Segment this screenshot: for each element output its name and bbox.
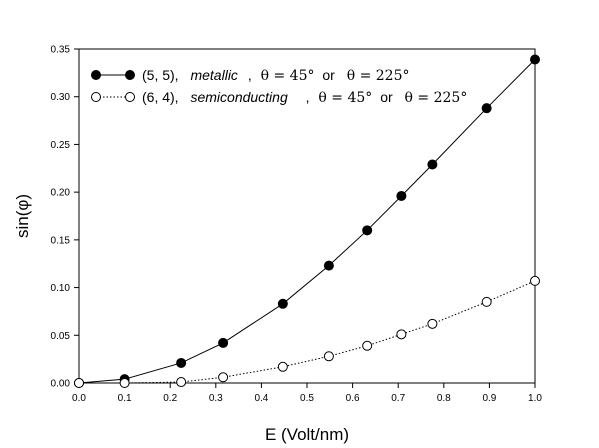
x-tick-label: 0.1 — [118, 393, 132, 404]
legend-or-2: or — [380, 89, 393, 105]
data-point-2 — [218, 372, 229, 383]
data-point-2 — [323, 351, 334, 362]
x-tick-label: 1.0 — [528, 393, 542, 404]
legend-marker-1b — [125, 70, 135, 80]
x-tick-label: 0.6 — [346, 393, 360, 404]
legend-marker-2a — [91, 92, 101, 102]
x-axis: 0.0 0.1 0.2 0.3 0.4 0.5 0.6 0.7 0.8 0.9 1.0 — [72, 383, 542, 404]
data-point-1 — [481, 103, 492, 114]
y-tick-label: 0.20 — [51, 188, 71, 199]
y-tick-label: 0.10 — [51, 283, 71, 294]
legend-or-1: or — [322, 67, 335, 83]
y-tick-label: 0.30 — [51, 92, 71, 103]
x-tick-label: 0.2 — [163, 393, 177, 404]
legend-marker-2b — [125, 92, 135, 102]
series-line-1 — [78, 59, 536, 384]
legend-entry-1: (5, 5), metallic , θ = 45° or θ = 225° — [91, 67, 410, 84]
x-tick-label: 0.8 — [437, 393, 451, 404]
data-point-1 — [218, 337, 229, 348]
x-axis-title: E (Volt/nm) — [265, 425, 349, 444]
legend-sep-2: , — [306, 89, 310, 105]
data-point-2 — [427, 318, 438, 329]
y-tick-label: 0.25 — [51, 140, 71, 151]
data-point-1 — [396, 190, 407, 201]
data-point-2 — [362, 340, 373, 351]
data-point-2 — [119, 378, 130, 388]
legend-theta1-2: θ = 45° — [318, 90, 372, 106]
data-point-2 — [481, 296, 492, 307]
y-tick-label: 0.15 — [51, 235, 71, 246]
legend-type-1: metallic — [190, 67, 237, 83]
y-axis: 0.00 0.05 0.10 0.15 0.20 0.25 0.30 0.35 — [51, 45, 79, 390]
data-point-1 — [362, 225, 373, 236]
data-point-1 — [277, 298, 288, 309]
legend-tube-2: (6, 4), — [142, 89, 179, 105]
data-point-2 — [277, 361, 288, 372]
legend-marker-1a — [91, 70, 101, 80]
data-point-1 — [176, 357, 187, 368]
x-tick-label: 0.9 — [482, 393, 496, 404]
data-point-2 — [396, 329, 407, 340]
data-point-1 — [323, 260, 334, 271]
data-point-2 — [74, 378, 84, 388]
series-line-2 — [79, 280, 536, 384]
legend-entry-2: (6, 4), semiconducting , θ = 45° or θ = … — [91, 89, 467, 106]
legend-sep-1: , — [248, 67, 252, 83]
y-axis-title: sin(φ) — [13, 194, 32, 238]
x-tick-label: 0.0 — [72, 393, 86, 404]
y-tick-label: 0.35 — [51, 45, 71, 56]
data-point-2 — [176, 377, 187, 388]
legend-label-1: (5, 5), metallic , θ = 45° or θ = 225° — [142, 67, 410, 84]
y-tick-label: 0.00 — [51, 379, 71, 390]
legend-theta1-1: θ = 45° — [261, 68, 315, 84]
legend: (5, 5), metallic , θ = 45° or θ = 225° (… — [91, 67, 467, 106]
data-point-2 — [530, 275, 540, 286]
x-tick-label: 0.4 — [254, 393, 268, 404]
legend-tube-1: (5, 5), — [142, 67, 179, 83]
data-point-1 — [530, 54, 540, 65]
x-tick-label: 0.3 — [209, 393, 223, 404]
series-layer — [74, 54, 540, 388]
x-tick-label: 0.5 — [300, 393, 314, 404]
x-tick-label: 0.7 — [391, 393, 405, 404]
legend-theta2-1: θ = 225° — [347, 68, 410, 84]
legend-label-2: (6, 4), semiconducting , θ = 45° or θ = … — [142, 89, 467, 106]
legend-theta2-2: θ = 225° — [405, 90, 468, 106]
legend-type-2: semiconducting — [190, 89, 287, 105]
y-tick-label: 0.05 — [51, 331, 71, 342]
data-point-1 — [427, 159, 438, 170]
